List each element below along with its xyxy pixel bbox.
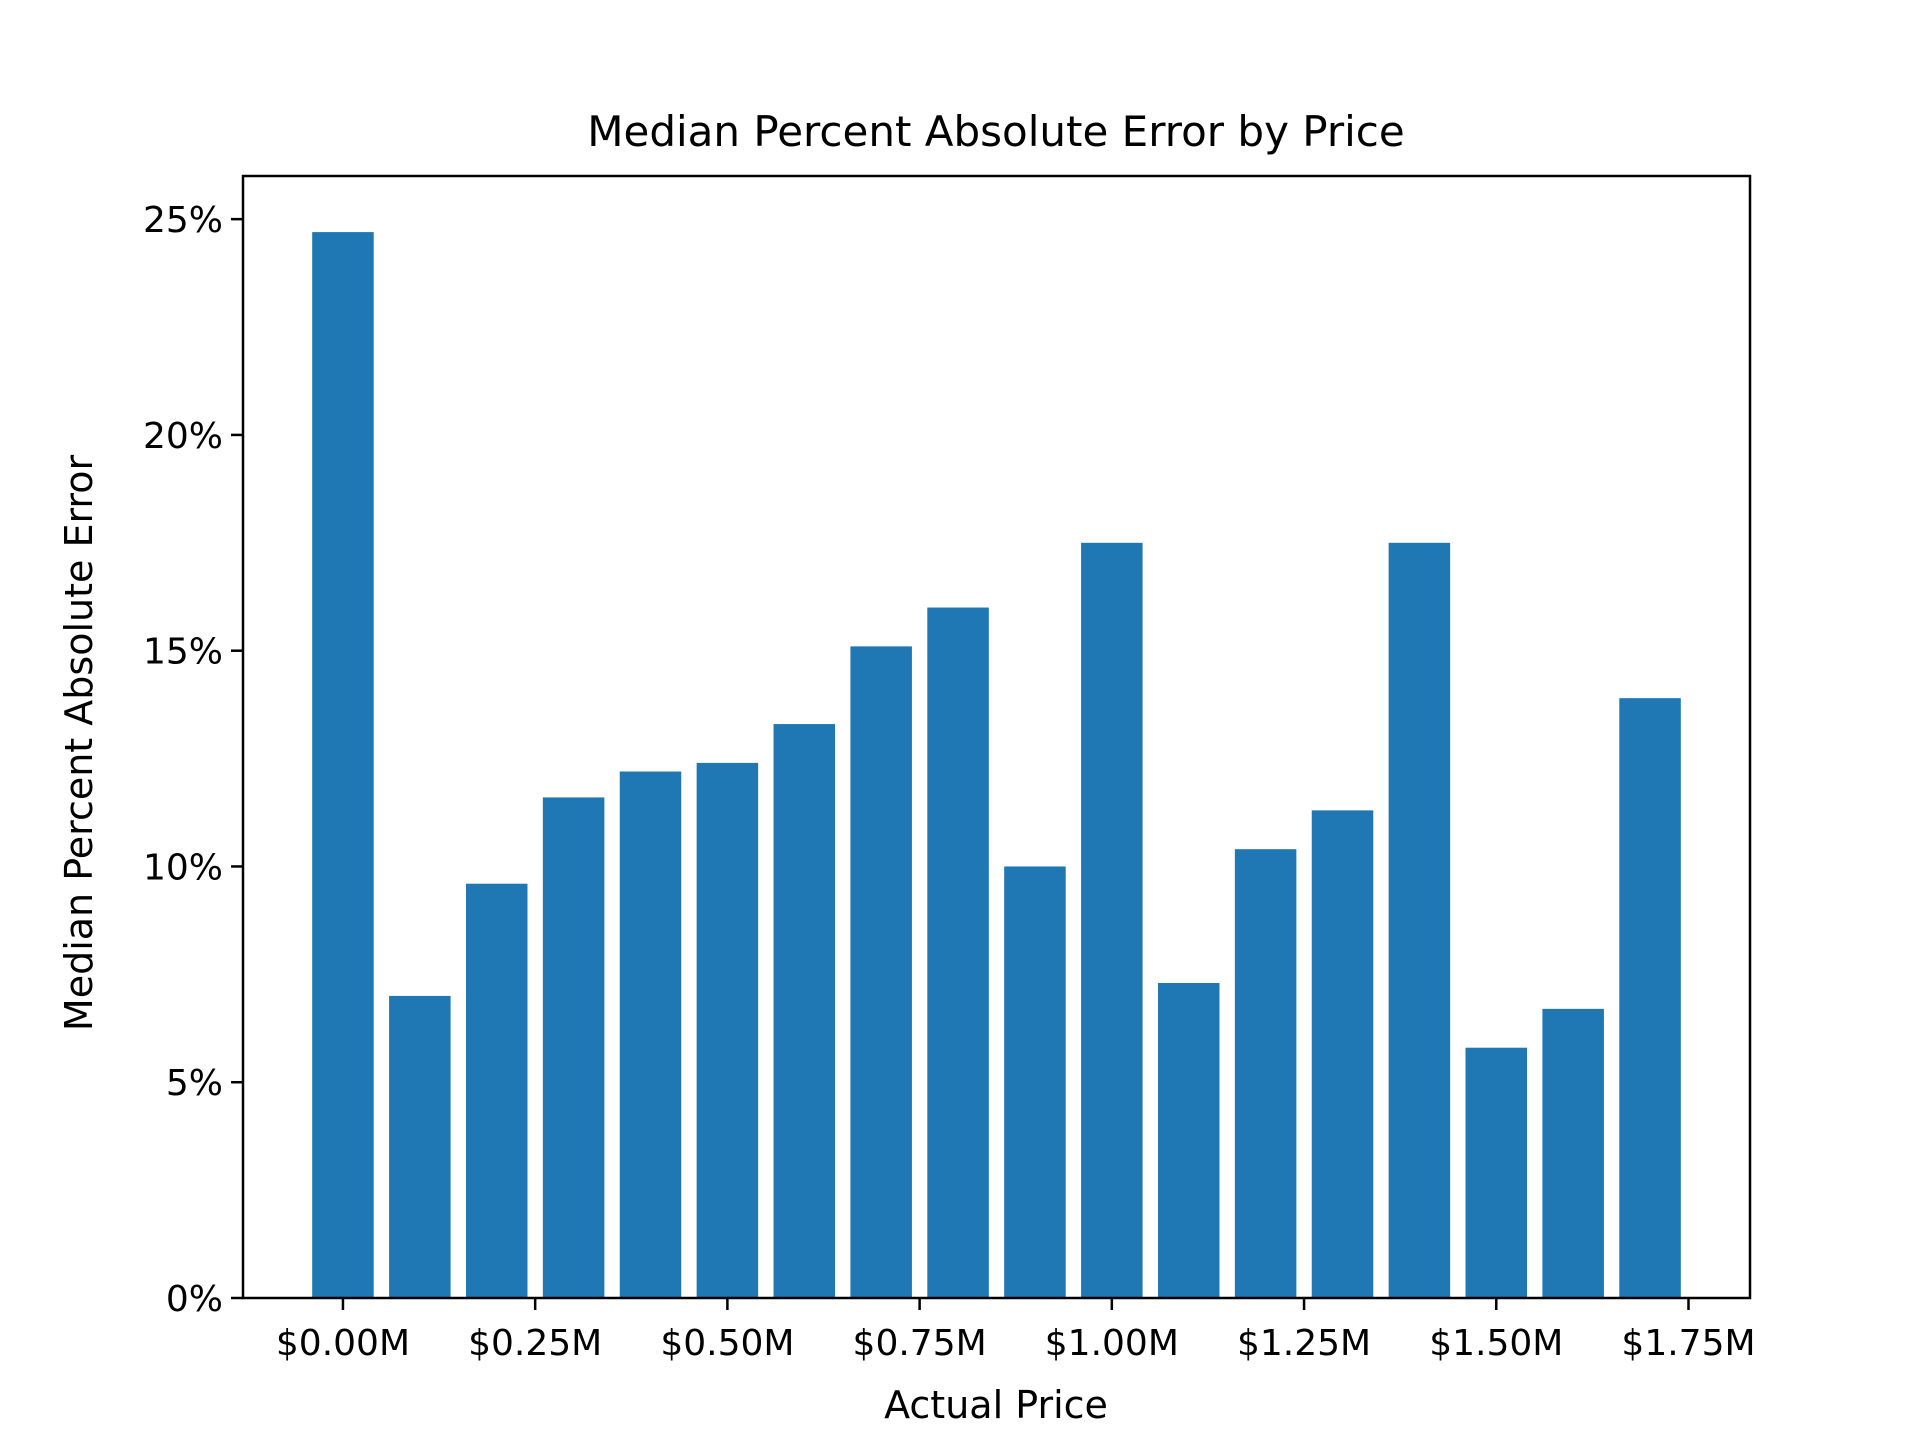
bar	[1157, 982, 1220, 1298]
x-axis: $0.00M $0.25M $0.50M $0.75M $1.00M $1.25M $1.5…	[276, 1298, 1756, 1364]
bar	[389, 995, 451, 1298]
bars-group	[312, 232, 1681, 1299]
x-tick-label: $0.50M	[660, 1323, 794, 1364]
bar	[1388, 542, 1451, 1298]
y-tick-label: 20%	[143, 416, 223, 457]
bar	[542, 797, 605, 1298]
y-tick-label: 10%	[143, 847, 223, 888]
bar	[619, 771, 682, 1298]
bar	[927, 607, 989, 1298]
y-axis-label: Median Percent Absolute Error	[57, 455, 101, 1032]
x-tick-label: $1.50M	[1429, 1323, 1563, 1364]
y-tick-label: 15%	[143, 632, 223, 673]
x-axis-label: Actual Price	[884, 1383, 1108, 1427]
y-tick-label: 0%	[166, 1279, 223, 1320]
chart-title: Median Percent Absolute Error by Price	[587, 107, 1404, 156]
bar	[1542, 1008, 1604, 1298]
bar	[1234, 849, 1297, 1298]
bar	[1465, 1047, 1528, 1298]
x-tick-label: $1.75M	[1621, 1323, 1755, 1364]
x-tick-label: $0.75M	[853, 1323, 987, 1364]
y-tick-label: 25%	[143, 200, 223, 241]
x-tick-label: $1.25M	[1237, 1323, 1371, 1364]
x-tick-label: $0.00M	[276, 1323, 410, 1364]
y-axis: 0% 5% 10% 15% 20% 25%	[143, 200, 243, 1320]
bar	[850, 646, 912, 1298]
bar	[1081, 542, 1143, 1298]
y-tick-label: 5%	[166, 1063, 223, 1104]
plot-frame	[241, 174, 1752, 1300]
bar	[465, 883, 528, 1298]
bar	[312, 232, 374, 1299]
x-tick-label: $0.25M	[468, 1323, 602, 1364]
x-tick-label: $1.00M	[1045, 1323, 1179, 1364]
bar	[1004, 866, 1066, 1298]
bar	[1619, 698, 1681, 1298]
bar	[773, 724, 836, 1298]
bar	[696, 762, 759, 1298]
bar	[1311, 810, 1374, 1298]
